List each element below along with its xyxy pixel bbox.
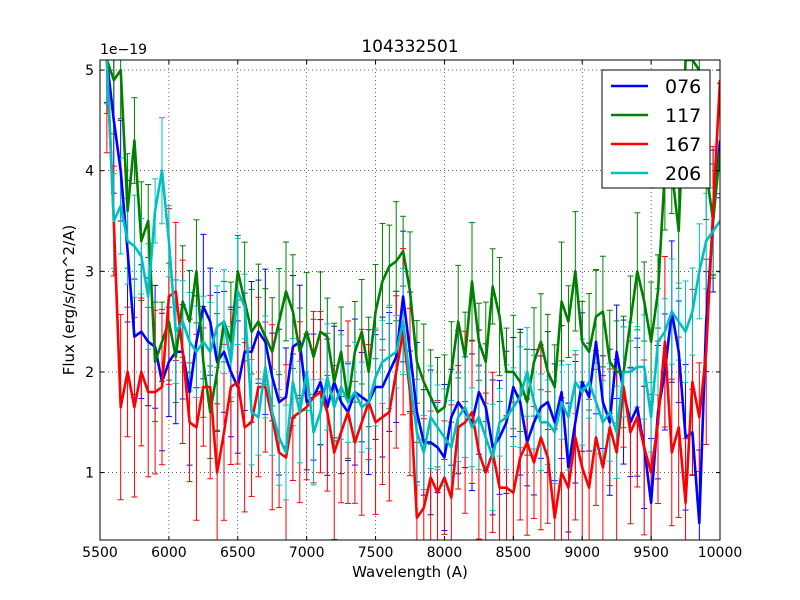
y-tick-label: 1	[85, 466, 94, 482]
y-axis-label: Flux (erg/s/cm^2/A)	[60, 225, 78, 376]
x-tick-label: 5500	[82, 545, 118, 561]
legend-label: 076	[665, 76, 701, 98]
series-lines	[105, 60, 720, 525]
y-tick-label: 4	[85, 164, 94, 180]
y-tick-label: 3	[85, 264, 94, 280]
plot-frame	[99, 59, 721, 541]
legend: 076 117 167 206	[601, 69, 711, 189]
x-axis-label: Wavelength (A)	[352, 563, 468, 581]
series-line-167	[105, 60, 720, 520]
legend-box	[601, 69, 711, 189]
series-line-076	[105, 60, 720, 525]
x-tick-label: 7000	[289, 545, 325, 561]
series-line-206	[105, 60, 720, 459]
chart-title: 104332501	[361, 37, 458, 57]
x-tick-label: 9000	[564, 545, 600, 561]
legend-label: 206	[665, 163, 701, 185]
legend-label: 117	[665, 105, 701, 127]
y-tick-label: 5	[85, 63, 94, 79]
x-tick-label: 8000	[427, 545, 463, 561]
x-tick-label: 6000	[151, 545, 187, 561]
legend-label: 167	[665, 134, 701, 156]
x-tick-label: 7500	[358, 545, 394, 561]
series-line-117	[105, 60, 720, 414]
axis-ticks: 5500 6000 6500 7000 7500 8000 8500 9000 9500 1000…	[82, 60, 742, 561]
y-tick-label: 2	[85, 365, 94, 381]
x-tick-label: 10000	[698, 545, 743, 561]
x-tick-label: 6500	[220, 545, 256, 561]
y-offset-label: 1e−19	[100, 42, 147, 58]
x-tick-label: 9500	[633, 545, 669, 561]
x-tick-label: 8500	[496, 545, 532, 561]
